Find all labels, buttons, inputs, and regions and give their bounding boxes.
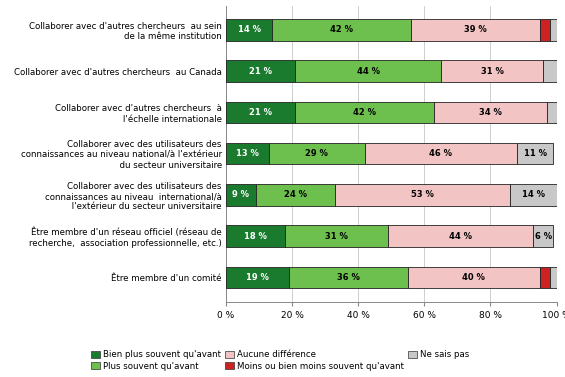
Text: 44 %: 44 %: [449, 231, 472, 241]
Bar: [285, 225, 388, 247]
Text: 21 %: 21 %: [249, 108, 272, 117]
Text: 31 %: 31 %: [325, 231, 348, 241]
Text: 18 %: 18 %: [244, 231, 267, 241]
Bar: [256, 184, 335, 205]
Bar: [295, 60, 441, 82]
Text: 11 %: 11 %: [524, 149, 546, 158]
Text: 39 %: 39 %: [464, 25, 487, 34]
Bar: [550, 19, 557, 41]
Bar: [550, 267, 557, 288]
Text: 53 %: 53 %: [411, 190, 434, 199]
Text: 34 %: 34 %: [479, 108, 502, 117]
Bar: [365, 143, 517, 164]
Bar: [544, 60, 557, 82]
Text: 42 %: 42 %: [330, 25, 353, 34]
Bar: [408, 267, 540, 288]
Bar: [411, 19, 540, 41]
Text: 36 %: 36 %: [337, 273, 360, 282]
Bar: [272, 19, 411, 41]
Bar: [533, 225, 553, 247]
Bar: [226, 184, 256, 205]
Bar: [540, 267, 550, 288]
Bar: [226, 60, 295, 82]
Text: 6 %: 6 %: [534, 231, 552, 241]
Text: 13 %: 13 %: [236, 149, 259, 158]
Bar: [335, 184, 510, 205]
Bar: [388, 225, 533, 247]
Bar: [295, 102, 434, 123]
Bar: [289, 267, 408, 288]
Text: 31 %: 31 %: [481, 67, 503, 76]
Text: 29 %: 29 %: [306, 149, 328, 158]
Bar: [434, 102, 546, 123]
Bar: [226, 143, 269, 164]
Text: 24 %: 24 %: [284, 190, 307, 199]
Text: 19 %: 19 %: [246, 273, 269, 282]
Text: 21 %: 21 %: [249, 67, 272, 76]
Bar: [226, 102, 295, 123]
Bar: [226, 225, 285, 247]
Bar: [540, 19, 550, 41]
Bar: [226, 267, 289, 288]
Bar: [226, 19, 272, 41]
Text: 14 %: 14 %: [238, 25, 260, 34]
Bar: [441, 60, 544, 82]
Bar: [510, 184, 557, 205]
Text: 40 %: 40 %: [463, 273, 485, 282]
Bar: [269, 143, 365, 164]
Legend: Bien plus souvent qu'avant, Plus souvent qu'avant, Aucune différence, Moins ou b: Bien plus souvent qu'avant, Plus souvent…: [92, 350, 469, 371]
Text: 9 %: 9 %: [232, 190, 249, 199]
Text: 44 %: 44 %: [357, 67, 380, 76]
Text: 46 %: 46 %: [429, 149, 453, 158]
Bar: [517, 143, 553, 164]
Bar: [546, 102, 557, 123]
Text: 14 %: 14 %: [522, 190, 545, 199]
Text: 42 %: 42 %: [353, 108, 376, 117]
